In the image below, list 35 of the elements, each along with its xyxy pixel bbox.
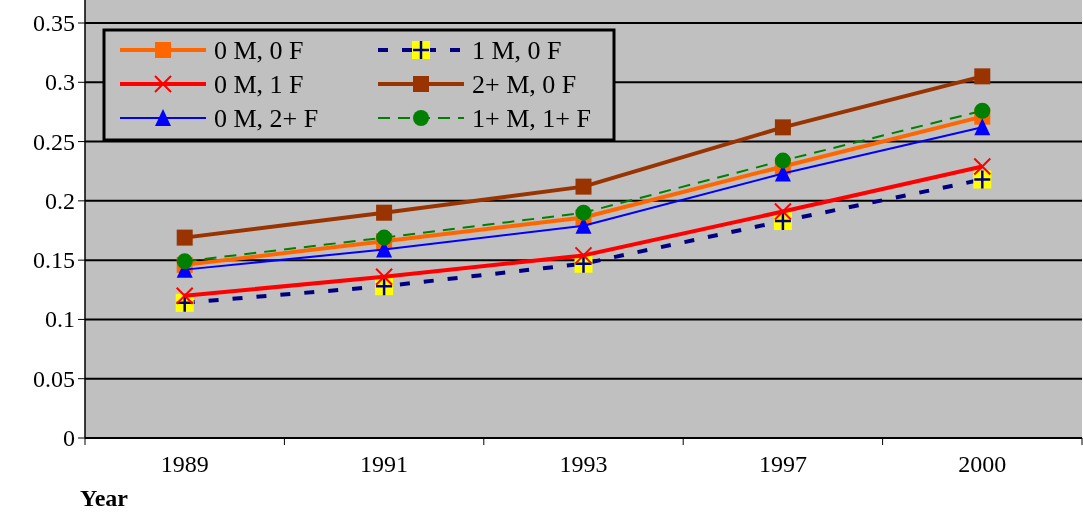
legend-label: 0 M, 2+ F xyxy=(214,104,319,133)
point xyxy=(376,204,393,221)
y-tick-label: 0.05 xyxy=(33,365,75,392)
y-tick-label: 0.2 xyxy=(45,187,75,214)
point xyxy=(774,119,791,136)
legend-label: 0 M, 0 F xyxy=(214,36,304,65)
point xyxy=(974,102,991,119)
legend-label: 0 M, 1 F xyxy=(214,70,304,99)
y-tick-label: 0.35 xyxy=(33,10,75,36)
point xyxy=(773,202,792,221)
point xyxy=(575,178,592,195)
legend-label: 1+ M, 1+ F xyxy=(472,104,591,133)
point xyxy=(575,204,592,221)
point xyxy=(176,229,193,246)
x-tick-label: 1993 xyxy=(559,451,608,477)
legend-label: 1 M, 0 F xyxy=(472,36,562,65)
x-tick-label: 1997 xyxy=(758,451,807,477)
point xyxy=(974,68,991,85)
y-tick-label: 0 xyxy=(63,425,75,451)
x-tick-label: 2000 xyxy=(958,451,1007,477)
y-tick-label: 0.1 xyxy=(45,306,75,333)
y-tick-label: 0.3 xyxy=(45,69,75,96)
point xyxy=(175,286,194,305)
x-tick-label: 1991 xyxy=(360,451,409,477)
point xyxy=(774,152,791,169)
x-axis-title: Year xyxy=(80,485,129,511)
point xyxy=(973,157,992,176)
point xyxy=(375,267,394,286)
y-tick-label: 0.25 xyxy=(33,128,75,155)
legend-label: 2+ M, 0 F xyxy=(472,70,577,99)
x-tick-label: 1989 xyxy=(160,451,209,477)
y-tick-label: 0.15 xyxy=(33,247,75,274)
point xyxy=(974,118,991,136)
point xyxy=(574,246,593,265)
point xyxy=(376,229,393,246)
